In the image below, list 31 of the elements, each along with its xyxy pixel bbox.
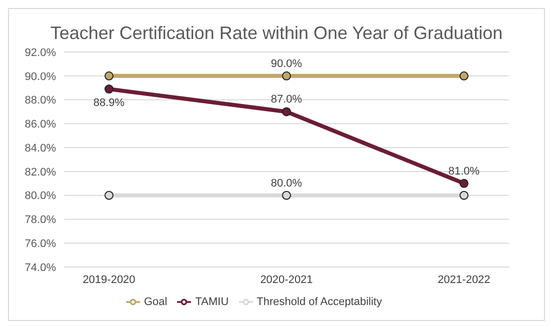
legend-label: Goal — [144, 296, 168, 308]
data-label: 87.0% — [270, 94, 302, 106]
point — [282, 71, 291, 80]
legend-label: TAMIU — [195, 296, 229, 308]
y-tick-label: 80.0% — [24, 190, 56, 202]
chart-title: Teacher Certification Rate within One Year of Graduation — [49, 23, 504, 44]
data-label: 81.0% — [448, 165, 480, 178]
y-tick-label: 78.0% — [24, 214, 56, 226]
y-tick-label: 86.0% — [24, 118, 56, 131]
y-tick-label: 74.0% — [24, 262, 56, 274]
point — [460, 190, 468, 200]
x-tick-label: 2020-2021 — [260, 274, 313, 286]
point — [282, 190, 291, 200]
point — [460, 178, 468, 188]
point — [104, 71, 114, 80]
y-tick-label: 88.0% — [24, 94, 56, 107]
y-tick-label: 82.0% — [24, 166, 56, 178]
legend-label: Threshold of Acceptability — [256, 296, 382, 308]
data-label: 90.0% — [270, 58, 302, 70]
y-tick-label: 90.0% — [24, 70, 56, 83]
point — [460, 71, 468, 80]
y-tick-label: 92.0% — [24, 46, 56, 59]
x-tick-label: 2021-2022 — [438, 274, 490, 286]
y-tick-label: 76.0% — [24, 238, 56, 250]
data-label: 80.0% — [270, 177, 302, 190]
point — [104, 84, 114, 94]
x-tick-label: 2019-2020 — [82, 274, 136, 286]
point — [104, 190, 114, 200]
point — [282, 107, 291, 116]
data-label: 88.9% — [93, 97, 125, 110]
y-tick-label: 84.0% — [24, 142, 56, 154]
